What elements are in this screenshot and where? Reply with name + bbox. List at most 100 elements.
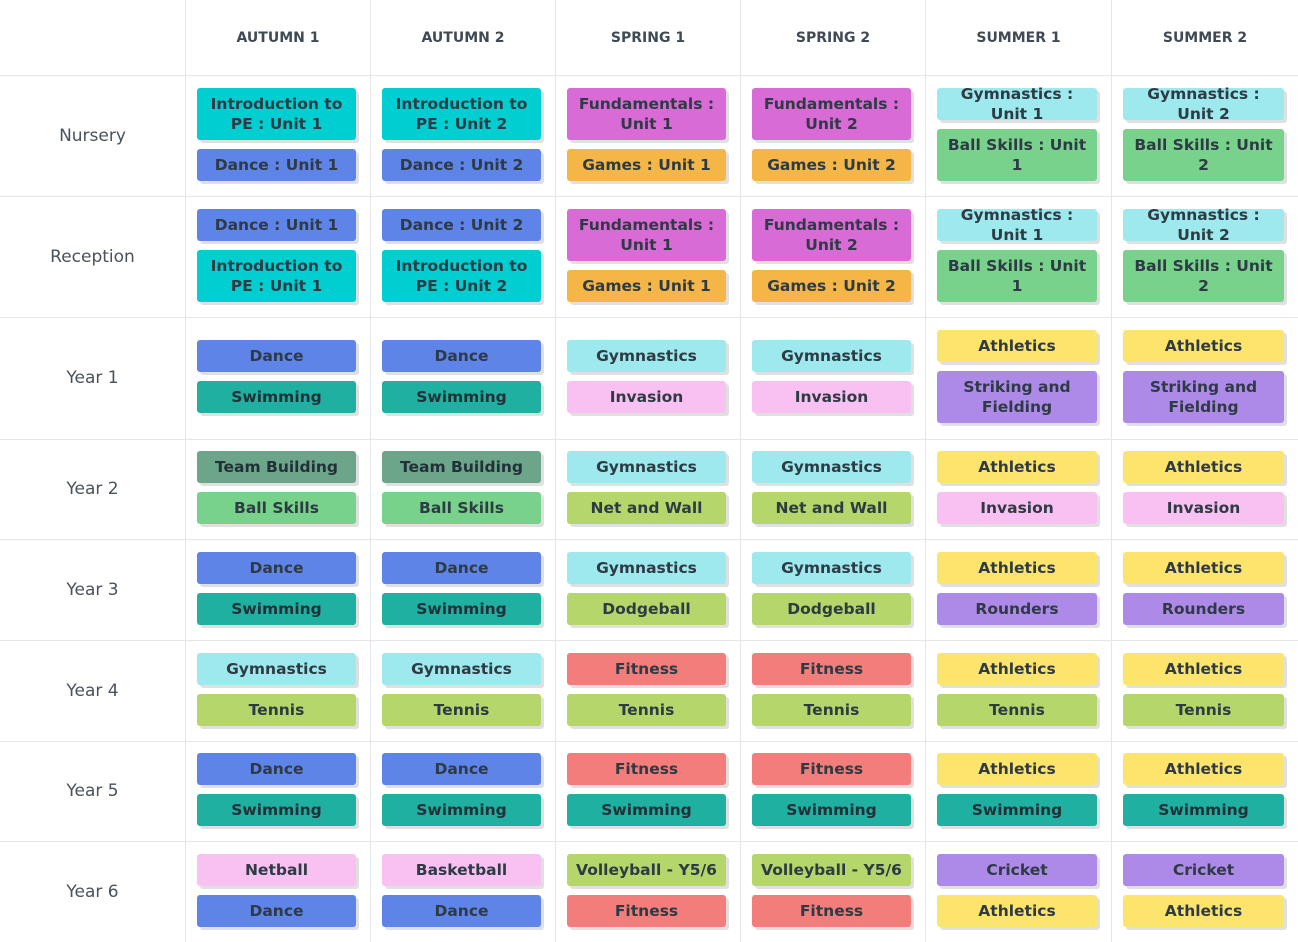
activity-chip[interactable]: Net and Wall <box>752 492 911 524</box>
row-divider <box>0 741 1298 742</box>
row-label: Year 4 <box>66 680 119 701</box>
activity-chip[interactable]: Tennis <box>1123 694 1284 726</box>
activity-chip[interactable]: Fitness <box>567 753 726 785</box>
activity-chip[interactable]: Athletics <box>937 895 1097 927</box>
activity-chip[interactable]: Games : Unit 2 <box>752 270 911 302</box>
activity-chip[interactable]: Swimming <box>1123 794 1284 826</box>
activity-chip[interactable]: Rounders <box>937 593 1097 625</box>
activity-chip[interactable]: Gymnastics : Unit 1 <box>937 85 1097 123</box>
activity-chip[interactable]: Ball Skills : Unit 1 <box>937 250 1097 302</box>
activity-chip[interactable]: Gymnastics : Unit 2 <box>1123 206 1284 244</box>
activity-chip[interactable]: Fitness <box>752 895 911 927</box>
activity-chip[interactable]: Athletics <box>937 451 1097 483</box>
activity-chip[interactable]: Swimming <box>197 794 356 826</box>
activity-chip[interactable]: Games : Unit 1 <box>567 149 726 181</box>
activity-chip[interactable]: Dance <box>197 753 356 785</box>
activity-chip[interactable]: Striking and Fielding <box>937 371 1097 423</box>
activity-chip[interactable]: Striking and Fielding <box>1123 371 1284 423</box>
activity-chip[interactable]: Ball Skills : Unit 2 <box>1123 250 1284 302</box>
activity-chip[interactable]: Gymnastics <box>567 451 726 483</box>
activity-chip[interactable]: Dance <box>197 552 356 584</box>
activity-chip[interactable]: Introduction to PE : Unit 2 <box>382 88 541 140</box>
activity-chip[interactable]: Dance : Unit 1 <box>197 209 356 241</box>
activity-chip[interactable]: Rounders <box>1123 593 1284 625</box>
activity-chip[interactable]: Dance : Unit 2 <box>382 209 541 241</box>
activity-chip[interactable]: Fundamentals : Unit 1 <box>567 209 726 261</box>
activity-chip[interactable]: Gymnastics : Unit 2 <box>1123 85 1284 123</box>
activity-chip[interactable]: Tennis <box>752 694 911 726</box>
activity-chip[interactable]: Introduction to PE : Unit 2 <box>382 250 541 302</box>
activity-chip[interactable]: Swimming <box>197 381 356 413</box>
activity-chip[interactable]: Fitness <box>567 653 726 685</box>
activity-chip[interactable]: Tennis <box>382 694 541 726</box>
activity-chip[interactable]: Dance <box>382 753 541 785</box>
activity-chip[interactable]: Volleyball - Y5/6 <box>752 854 911 886</box>
activity-chip[interactable]: Gymnastics <box>567 552 726 584</box>
activity-chip[interactable]: Ball Skills <box>197 492 356 524</box>
activity-chip[interactable]: Gymnastics <box>752 451 911 483</box>
activity-chip[interactable]: Gymnastics : Unit 1 <box>937 206 1097 244</box>
activity-chip[interactable]: Dance : Unit 2 <box>382 149 541 181</box>
activity-chip[interactable]: Netball <box>197 854 356 886</box>
activity-chip[interactable]: Dodgeball <box>567 593 726 625</box>
activity-chip[interactable]: Volleyball - Y5/6 <box>567 854 726 886</box>
activity-chip[interactable]: Cricket <box>1123 854 1284 886</box>
activity-chip[interactable]: Tennis <box>197 694 356 726</box>
activity-chip[interactable]: Athletics <box>1123 653 1284 685</box>
activity-chip[interactable]: Net and Wall <box>567 492 726 524</box>
activity-chip[interactable]: Athletics <box>937 552 1097 584</box>
activity-chip[interactable]: Fitness <box>567 895 726 927</box>
activity-chip[interactable]: Dance <box>197 895 356 927</box>
activity-chip[interactable]: Fundamentals : Unit 1 <box>567 88 726 140</box>
activity-chip[interactable]: Athletics <box>1123 552 1284 584</box>
activity-chip[interactable]: Cricket <box>937 854 1097 886</box>
activity-chip[interactable]: Gymnastics <box>382 653 541 685</box>
activity-chip[interactable]: Invasion <box>567 381 726 413</box>
activity-chip[interactable]: Dance <box>382 895 541 927</box>
activity-chip[interactable]: Fitness <box>752 753 911 785</box>
activity-chip[interactable]: Fitness <box>752 653 911 685</box>
activity-chip[interactable]: Team Building <box>197 451 356 483</box>
activity-chip[interactable]: Ball Skills : Unit 2 <box>1123 129 1284 181</box>
activity-chip[interactable]: Gymnastics <box>197 653 356 685</box>
activity-chip[interactable]: Introduction to PE : Unit 1 <box>197 88 356 140</box>
activity-chip[interactable]: Invasion <box>1123 492 1284 524</box>
row-label: Year 5 <box>66 781 119 801</box>
activity-chip[interactable]: Games : Unit 2 <box>752 149 911 181</box>
activity-chip[interactable]: Swimming <box>382 381 541 413</box>
activity-chip[interactable]: Tennis <box>567 694 726 726</box>
activity-chip[interactable]: Athletics <box>937 653 1097 685</box>
activity-chip[interactable]: Dance : Unit 1 <box>197 149 356 181</box>
activity-chip[interactable]: Introduction to PE : Unit 1 <box>197 250 356 302</box>
activity-chip[interactable]: Gymnastics <box>752 552 911 584</box>
activity-chip[interactable]: Dance <box>382 340 541 372</box>
activity-chip[interactable]: Swimming <box>937 794 1097 826</box>
activity-chip[interactable]: Swimming <box>752 794 911 826</box>
activity-chip[interactable]: Fundamentals : Unit 2 <box>752 88 911 140</box>
activity-chip[interactable]: Swimming <box>382 794 541 826</box>
activity-chip[interactable]: Ball Skills <box>382 492 541 524</box>
activity-chip[interactable]: Ball Skills : Unit 1 <box>937 129 1097 181</box>
column-divider <box>1111 0 1112 942</box>
activity-chip[interactable]: Athletics <box>1123 895 1284 927</box>
activity-chip[interactable]: Athletics <box>937 330 1097 362</box>
activity-chip[interactable]: Athletics <box>1123 753 1284 785</box>
activity-chip[interactable]: Athletics <box>1123 451 1284 483</box>
activity-chip[interactable]: Team Building <box>382 451 541 483</box>
activity-chip[interactable]: Gymnastics <box>752 340 911 372</box>
activity-chip[interactable]: Athletics <box>1123 330 1284 362</box>
activity-chip[interactable]: Fundamentals : Unit 2 <box>752 209 911 261</box>
activity-chip[interactable]: Athletics <box>937 753 1097 785</box>
activity-chip[interactable]: Invasion <box>752 381 911 413</box>
activity-chip[interactable]: Dance <box>197 340 356 372</box>
activity-chip[interactable]: Games : Unit 1 <box>567 270 726 302</box>
activity-chip[interactable]: Basketball <box>382 854 541 886</box>
activity-chip[interactable]: Swimming <box>382 593 541 625</box>
activity-chip[interactable]: Swimming <box>197 593 356 625</box>
activity-chip[interactable]: Dance <box>382 552 541 584</box>
activity-chip[interactable]: Gymnastics <box>567 340 726 372</box>
activity-chip[interactable]: Swimming <box>567 794 726 826</box>
activity-chip[interactable]: Invasion <box>937 492 1097 524</box>
activity-chip[interactable]: Dodgeball <box>752 593 911 625</box>
activity-chip[interactable]: Tennis <box>937 694 1097 726</box>
